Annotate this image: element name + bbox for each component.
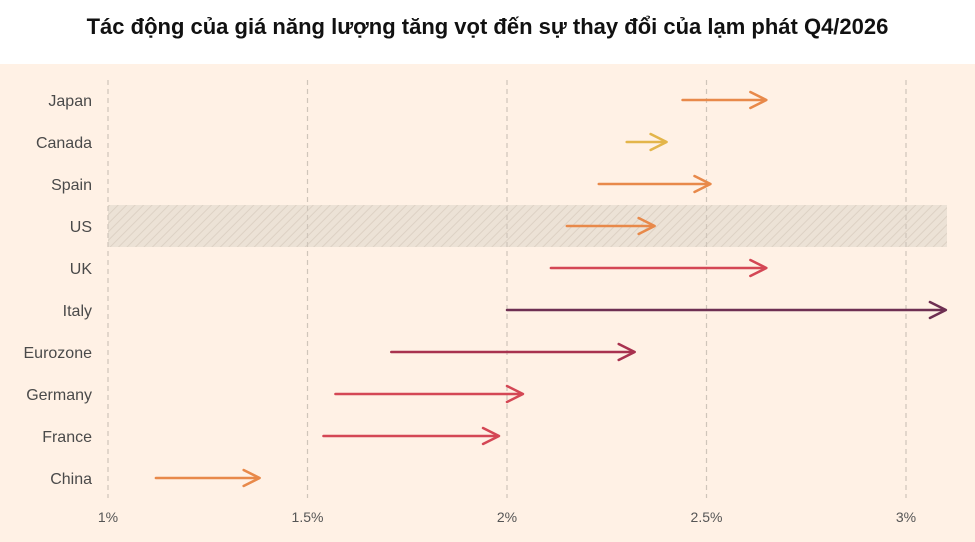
category-label: Eurozone bbox=[24, 345, 93, 362]
chart-title: Tác động của giá năng lượng tăng vọt đến… bbox=[86, 14, 889, 39]
arrow-head bbox=[749, 258, 768, 278]
arrow-japan bbox=[681, 90, 768, 110]
arrow-france bbox=[322, 426, 501, 446]
arrow-head bbox=[749, 90, 768, 110]
arrow-germany bbox=[334, 384, 525, 404]
category-label: China bbox=[50, 471, 92, 488]
title-band bbox=[0, 0, 975, 64]
category-label: UK bbox=[70, 261, 93, 278]
arrow-head bbox=[928, 300, 948, 320]
arrow-head bbox=[242, 468, 261, 488]
arrow-head bbox=[637, 216, 656, 236]
arrow-uk bbox=[549, 258, 768, 278]
arrow-us bbox=[565, 216, 656, 236]
x-tick-label: 2% bbox=[497, 509, 517, 525]
highlight-band bbox=[108, 205, 947, 247]
arrow-spain bbox=[597, 174, 712, 194]
arrow-head bbox=[505, 384, 525, 404]
arrow-head bbox=[481, 426, 501, 446]
arrow-china bbox=[154, 468, 261, 488]
arrow-italy bbox=[505, 300, 948, 320]
category-label: US bbox=[70, 219, 92, 236]
x-tick-label: 2.5% bbox=[691, 509, 723, 525]
arrow-head bbox=[693, 174, 712, 194]
category-label: Spain bbox=[51, 177, 92, 194]
x-tick-label: 1.5% bbox=[292, 509, 324, 525]
arrow-eurozone bbox=[390, 342, 636, 362]
x-tick-label: 3% bbox=[896, 509, 916, 525]
arrow-head bbox=[649, 132, 668, 152]
category-label: Japan bbox=[48, 93, 92, 110]
arrow-head bbox=[617, 342, 636, 362]
category-label: Canada bbox=[36, 135, 92, 152]
arrow-canada bbox=[625, 132, 668, 152]
category-label: Germany bbox=[26, 387, 92, 404]
x-tick-label: 1% bbox=[98, 509, 118, 525]
category-label: France bbox=[42, 429, 92, 446]
category-label: Italy bbox=[63, 303, 92, 320]
